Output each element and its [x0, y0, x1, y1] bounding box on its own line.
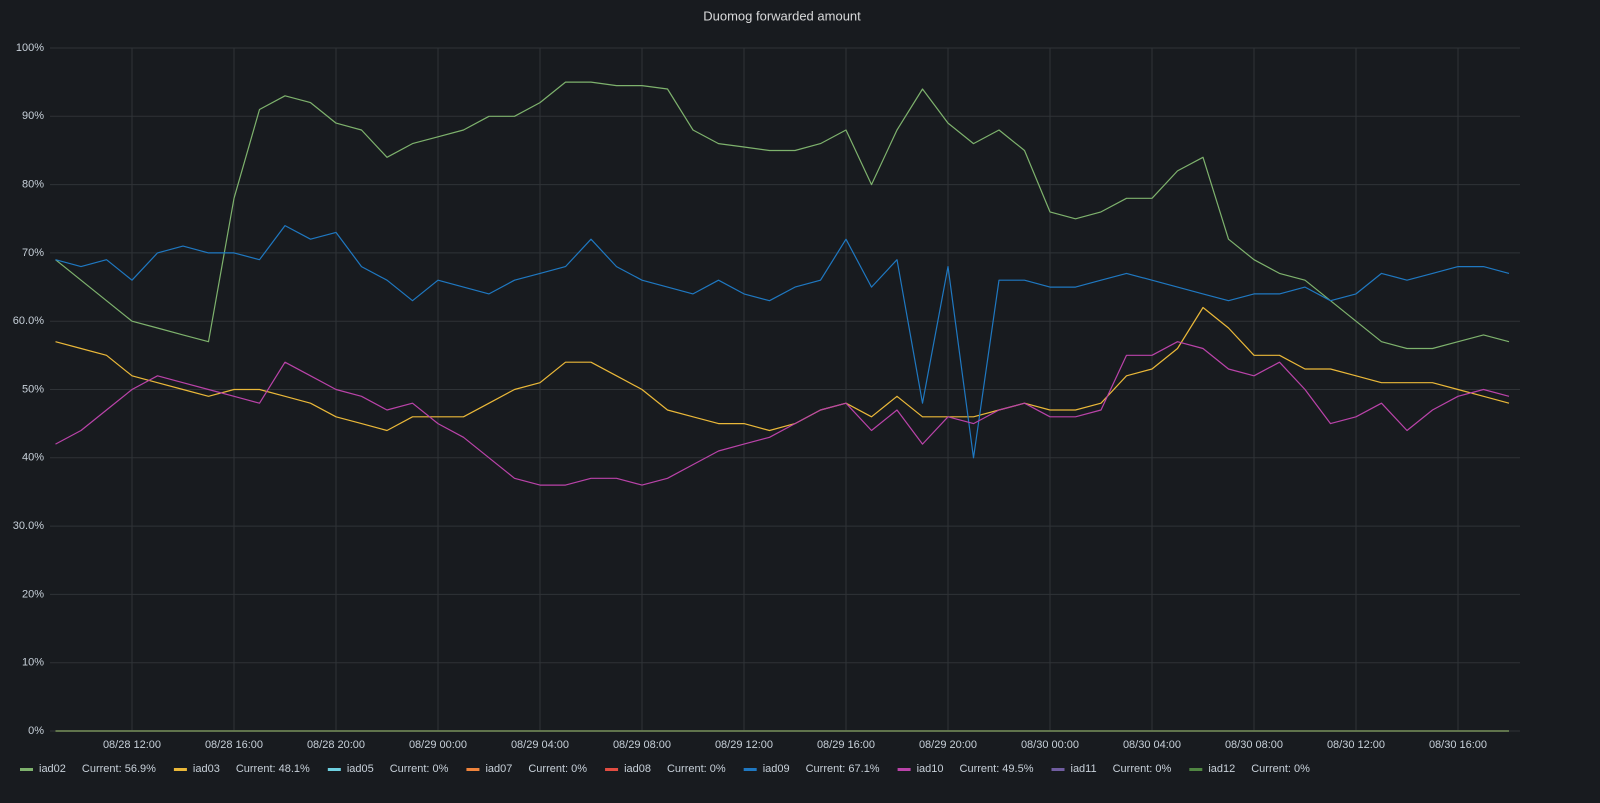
legend-name: iad10 — [917, 763, 944, 775]
legend-current: Current: 48.1% — [236, 763, 310, 775]
series-line — [55, 306, 1510, 432]
x-tick-label: 08/28 16:00 — [205, 739, 263, 751]
legend-name: iad11 — [1071, 763, 1097, 775]
y-tick-label: 50% — [22, 383, 44, 395]
legend-current: Current: 0% — [528, 763, 587, 775]
legend-name: iad07 — [485, 763, 512, 775]
x-tick-label: 08/30 08:00 — [1225, 739, 1283, 751]
legend-swatch — [173, 768, 187, 771]
y-tick-label: 100% — [16, 42, 44, 54]
legend-current: Current: 0% — [390, 763, 449, 775]
legend-current: Current: 67.1% — [806, 763, 880, 775]
legend-name: iad02 — [39, 763, 66, 775]
legend-swatch — [466, 768, 480, 771]
x-tick-label: 08/30 12:00 — [1327, 739, 1385, 751]
chart-title: Duomog forwarded amount — [703, 8, 861, 23]
legend-name: iad12 — [1208, 763, 1235, 775]
legend-name: iad08 — [624, 763, 651, 775]
y-tick-label: 30.0% — [13, 520, 44, 532]
legend-swatch — [327, 768, 341, 771]
x-tick-label: 08/29 16:00 — [817, 739, 875, 751]
x-tick-label: 08/29 00:00 — [409, 739, 467, 751]
y-tick-label: 10% — [22, 657, 44, 669]
legend-swatch — [897, 768, 911, 771]
series-line — [55, 81, 1510, 350]
legend-name: iad05 — [347, 763, 374, 775]
x-tick-label: 08/28 20:00 — [307, 739, 365, 751]
y-tick-label: 0% — [28, 725, 44, 737]
x-tick-label: 08/29 12:00 — [715, 739, 773, 751]
legend-current: Current: 0% — [1113, 763, 1172, 775]
legend-name: iad03 — [193, 763, 220, 775]
x-tick-label: 08/30 04:00 — [1123, 739, 1181, 751]
y-tick-label: 60.0% — [13, 315, 44, 327]
y-tick-label: 90% — [22, 110, 44, 122]
y-tick-label: 70% — [22, 247, 44, 259]
legend-swatch — [1051, 768, 1065, 771]
legend-current: Current: 49.5% — [960, 763, 1034, 775]
x-tick-label: 08/30 16:00 — [1429, 739, 1487, 751]
legend-swatch — [1189, 768, 1203, 771]
y-tick-label: 40% — [22, 452, 44, 464]
x-tick-label: 08/29 04:00 — [511, 739, 569, 751]
legend-current: Current: 0% — [1251, 763, 1310, 775]
legend-swatch — [743, 768, 757, 771]
x-tick-label: 08/29 20:00 — [919, 739, 977, 751]
x-tick-label: 08/30 00:00 — [1021, 739, 1079, 751]
legend-swatch — [605, 768, 619, 771]
series-line — [55, 341, 1510, 486]
legend-current: Current: 56.9% — [82, 763, 156, 775]
y-tick-label: 20% — [22, 588, 44, 600]
series-line — [55, 225, 1510, 459]
x-tick-label: 08/29 08:00 — [613, 739, 671, 751]
legend-name: iad09 — [763, 763, 790, 775]
y-tick-label: 80% — [22, 179, 44, 191]
legend-swatch — [20, 768, 33, 771]
x-tick-label: 08/28 12:00 — [103, 739, 161, 751]
legend-current: Current: 0% — [667, 763, 726, 775]
